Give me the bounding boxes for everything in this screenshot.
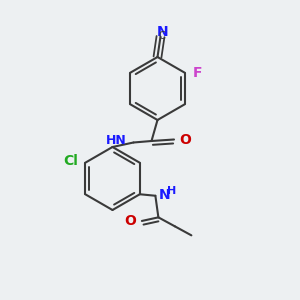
Text: N: N [157, 25, 169, 39]
Text: F: F [193, 66, 203, 80]
Text: N: N [158, 188, 170, 202]
Text: C: C [158, 31, 165, 41]
Text: O: O [179, 133, 191, 146]
Text: O: O [124, 214, 136, 228]
Text: H: H [167, 186, 176, 196]
Text: Cl: Cl [63, 154, 78, 168]
Text: HN: HN [106, 134, 127, 147]
